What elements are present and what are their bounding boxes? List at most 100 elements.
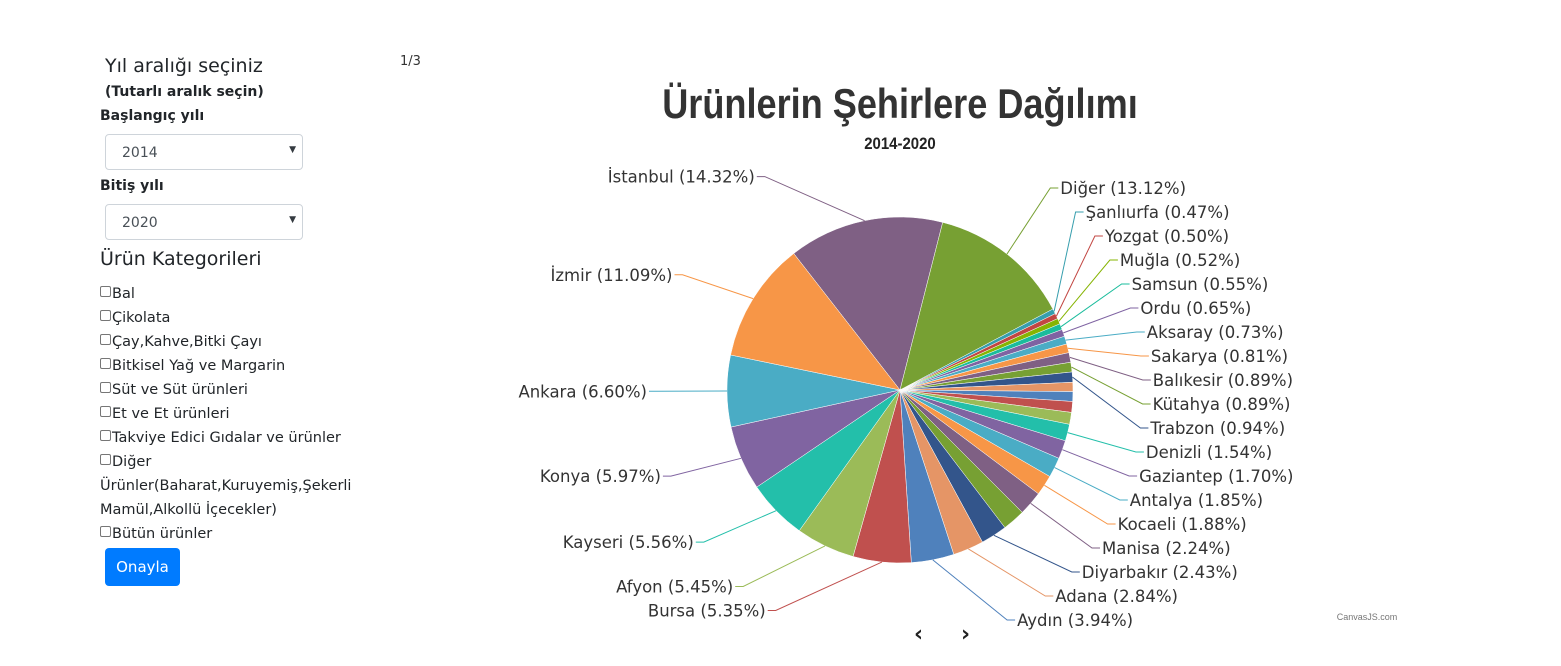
category-label: Çikolata bbox=[112, 310, 171, 326]
pie-label: Ankara (6.60%) bbox=[518, 382, 647, 401]
pie-label: Aksaray (0.73%) bbox=[1147, 323, 1284, 342]
category-item: Süt ve Süt ürünleri bbox=[100, 378, 350, 402]
category-label: Bitkisel Yağ ve Margarin bbox=[112, 358, 286, 374]
pie-label-connector bbox=[1006, 187, 1059, 255]
next-chart-button[interactable]: › bbox=[961, 622, 971, 647]
pie-label-connector bbox=[735, 545, 826, 587]
category-label: Et ve Et ürünleri bbox=[112, 406, 230, 422]
pie-label-connector bbox=[1071, 366, 1151, 405]
categories-title: Ürün Kategorileri bbox=[100, 248, 262, 270]
category-item: Takviye Edici Gıdalar ve ürünler bbox=[100, 426, 350, 450]
pie-label: Trabzon (0.94%) bbox=[1149, 419, 1285, 438]
pie-slice bbox=[730, 253, 901, 391]
category-label: Bütün ürünler bbox=[112, 526, 213, 542]
year-range-title: Yıl aralığı seçiniz bbox=[105, 55, 263, 77]
pie-label: Yozgat (0.50%) bbox=[1104, 227, 1229, 246]
chart-title: Ürünlerin Şehirlere Dağılımı bbox=[662, 82, 1138, 128]
category-checkbox[interactable] bbox=[100, 430, 111, 441]
category-list: Bal Çikolata Çay,Kahve,Bitki Çayı Bitkis… bbox=[100, 282, 352, 546]
pie-label-connector bbox=[1067, 347, 1149, 357]
pie-label: Afyon (5.45%) bbox=[616, 578, 733, 597]
pie-label: Bursa (5.35%) bbox=[648, 602, 766, 621]
pie-label: Aydın (3.94%) bbox=[1017, 611, 1133, 630]
pie-label-connector bbox=[662, 457, 742, 477]
end-year-select[interactable]: 2020 ▼ bbox=[105, 204, 303, 240]
year-range-subtitle: (Tutarlı aralık seçin) bbox=[105, 84, 264, 100]
submit-button[interactable]: Onayla bbox=[105, 548, 180, 586]
pie-label-connector bbox=[1054, 467, 1128, 501]
category-item: Bütün ürünler bbox=[100, 522, 350, 546]
pie-label-connector bbox=[1053, 211, 1084, 312]
pie-label-connector bbox=[674, 274, 754, 300]
pie-label: Diğer (13.12%) bbox=[1060, 179, 1186, 198]
pie-label-connector bbox=[1058, 259, 1118, 322]
pie-label: Diyarbakır (2.43%) bbox=[1082, 563, 1238, 582]
pie-label-connector bbox=[695, 510, 777, 543]
category-label: Diğer Ürünler(Baharat,Kuruyemiş,Şekerli … bbox=[100, 454, 352, 518]
category-checkbox[interactable] bbox=[100, 382, 111, 393]
pie-label-connector bbox=[756, 176, 865, 222]
canvasjs-credit: CanvasJS.com bbox=[1337, 612, 1398, 622]
pie-label-connector bbox=[767, 561, 883, 611]
pie-label: Kütahya (0.89%) bbox=[1153, 395, 1291, 414]
pie-label-connector bbox=[1060, 283, 1130, 328]
pie-label: Ordu (0.65%) bbox=[1140, 299, 1251, 318]
pie-label-connector bbox=[1063, 307, 1139, 334]
pie-label: Samsun (0.55%) bbox=[1132, 275, 1269, 294]
pie-label: Sakarya (0.81%) bbox=[1151, 347, 1288, 366]
pie-label: Denizli (1.54%) bbox=[1146, 443, 1272, 462]
pie-label: İstanbul (14.32%) bbox=[608, 168, 755, 187]
pie-label: Antalya (1.85%) bbox=[1130, 491, 1263, 510]
category-item: Çikolata bbox=[100, 306, 350, 330]
category-item: Diğer Ürünler(Baharat,Kuruyemiş,Şekerli … bbox=[100, 450, 352, 522]
category-checkbox[interactable] bbox=[100, 526, 111, 537]
chevron-down-icon: ▼ bbox=[289, 215, 296, 225]
chart-subtitle: 2014-2020 bbox=[864, 135, 936, 153]
category-item: Et ve Et ürünleri bbox=[100, 402, 350, 426]
pie-label-connector bbox=[1067, 432, 1144, 453]
chevron-down-icon: ▼ bbox=[289, 145, 296, 155]
pie-label: Manisa (2.24%) bbox=[1102, 539, 1231, 558]
page-indicator: 1/3 bbox=[400, 54, 421, 69]
end-year-value: 2020 bbox=[122, 215, 158, 231]
pie-label: Balıkesir (0.89%) bbox=[1153, 371, 1293, 390]
pie-label-connector bbox=[1065, 331, 1145, 341]
category-item: Çay,Kahve,Bitki Çayı bbox=[100, 330, 350, 354]
category-label: Bal bbox=[112, 286, 135, 302]
pie-slice bbox=[793, 216, 944, 391]
pie-label: Kocaeli (1.88%) bbox=[1118, 515, 1247, 534]
category-label: Süt ve Süt ürünleri bbox=[112, 382, 248, 398]
pie-label-connector bbox=[1062, 449, 1138, 477]
pie-label: Adana (2.84%) bbox=[1055, 587, 1178, 606]
pie-label: Kayseri (5.56%) bbox=[563, 533, 694, 552]
category-label: Çay,Kahve,Bitki Çayı bbox=[112, 334, 262, 350]
category-checkbox[interactable] bbox=[100, 358, 111, 369]
end-year-label: Bitiş yılı bbox=[100, 178, 164, 194]
pie-label-connector bbox=[1069, 356, 1151, 381]
pie-label: Muğla (0.52%) bbox=[1120, 251, 1240, 270]
category-checkbox[interactable] bbox=[100, 286, 111, 297]
category-checkbox[interactable] bbox=[100, 334, 111, 345]
start-year-value: 2014 bbox=[122, 145, 158, 161]
pie-label: Şanlıurfa (0.47%) bbox=[1086, 203, 1230, 222]
pie-label-connector bbox=[993, 534, 1080, 573]
category-checkbox[interactable] bbox=[100, 310, 111, 321]
category-item: Bitkisel Yağ ve Margarin bbox=[100, 354, 350, 378]
category-checkbox[interactable] bbox=[100, 454, 111, 465]
category-checkbox[interactable] bbox=[100, 406, 111, 417]
pie-label-connector bbox=[1030, 502, 1100, 549]
pie-label-connector bbox=[968, 548, 1054, 597]
pie-label-connector bbox=[1055, 235, 1103, 317]
start-year-label: Başlangıç yılı bbox=[100, 108, 205, 124]
prev-chart-button[interactable]: ‹ bbox=[914, 622, 924, 647]
pie-label: İzmir (11.09%) bbox=[550, 266, 672, 285]
pie-slice bbox=[899, 222, 1054, 391]
pie-label: Konya (5.97%) bbox=[540, 467, 661, 486]
pie-label-connector bbox=[1044, 484, 1116, 525]
start-year-select[interactable]: 2014 ▼ bbox=[105, 134, 303, 170]
pie-label: Gaziantep (1.70%) bbox=[1139, 467, 1293, 486]
pie-label-connector bbox=[1072, 376, 1149, 429]
category-label: Takviye Edici Gıdalar ve ürünler bbox=[112, 430, 341, 446]
pie-label-connector bbox=[932, 559, 1016, 621]
